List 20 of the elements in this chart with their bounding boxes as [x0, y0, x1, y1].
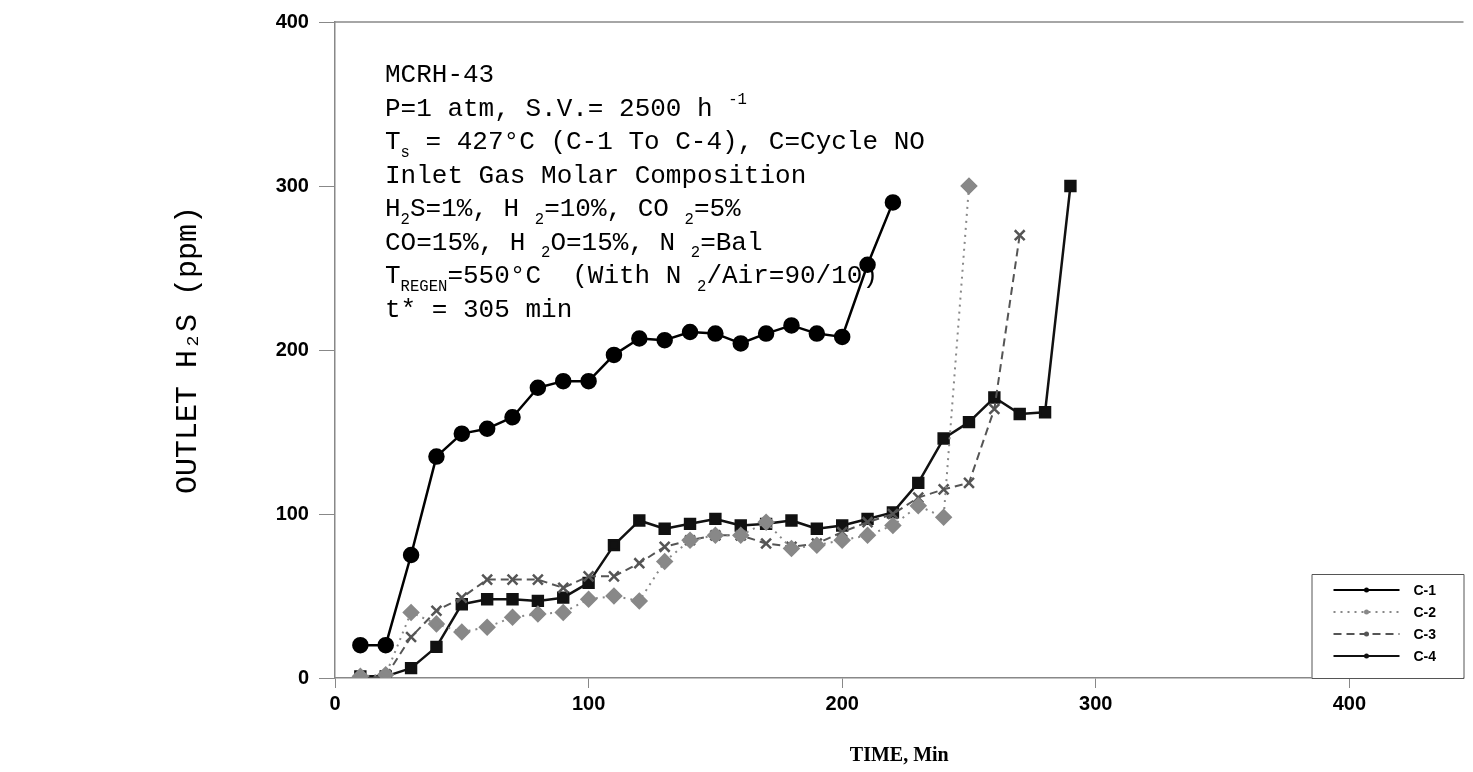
legend-label: C-3 [1413, 625, 1437, 642]
legend-label: C-4 [1413, 647, 1437, 664]
legend-label: C-2 [1413, 603, 1437, 620]
x-tick-label: 200 [825, 691, 859, 714]
annotation: MCRH-43 [385, 60, 495, 90]
annotation: Inlet Gas Molar Composition [385, 160, 807, 191]
annotation: t* = 305 min [385, 294, 573, 325]
y-tick-label: 300 [275, 173, 309, 196]
x-tick-label: 100 [571, 691, 606, 714]
annotation: P=1 atm, S.V.= 2500 h -1 [385, 90, 747, 124]
y-tick-label: 0 [297, 665, 309, 688]
x-axis-title: TIME, Min [849, 743, 949, 766]
legend-label: C-1 [1413, 581, 1437, 598]
y-tick-label: 400 [275, 9, 309, 32]
x-tick-label: 0 [329, 691, 341, 714]
y-axis-title: OUTLET H₂S (ppm) [170, 205, 205, 495]
y-tick-label: 100 [275, 501, 309, 524]
y-tick-label: 200 [275, 337, 309, 360]
x-tick-label: 400 [1332, 691, 1367, 714]
x-tick-label: 300 [1079, 691, 1113, 714]
